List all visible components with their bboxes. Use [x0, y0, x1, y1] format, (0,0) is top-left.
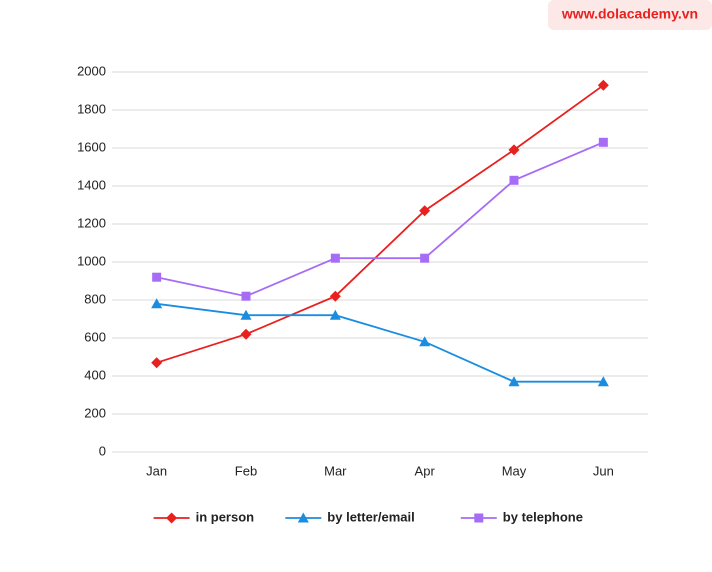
series-line — [156, 302, 604, 383]
legend-marker — [474, 513, 484, 523]
legend-label: in person — [196, 509, 255, 524]
y-tick-label: 1000 — [77, 253, 106, 268]
data-point — [420, 253, 430, 263]
x-tick-label: Jan — [146, 463, 167, 478]
x-tick-label: Apr — [415, 463, 436, 478]
x-tick-label: Feb — [235, 463, 257, 478]
data-point — [509, 175, 519, 185]
data-point — [151, 357, 163, 369]
data-point — [240, 309, 252, 320]
legend-marker — [297, 512, 309, 523]
x-tick-label: May — [502, 463, 527, 478]
x-tick-label: Jun — [593, 463, 614, 478]
y-tick-label: 600 — [84, 329, 106, 344]
data-point — [597, 376, 609, 387]
data-point — [597, 79, 609, 91]
legend-label: by letter/email — [327, 509, 414, 524]
data-point — [598, 137, 608, 147]
data-point — [329, 290, 341, 302]
y-tick-label: 800 — [84, 291, 106, 306]
x-tick-label: Mar — [324, 463, 347, 478]
data-point — [330, 253, 340, 263]
series-line — [156, 141, 604, 298]
data-point — [151, 298, 163, 309]
y-tick-label: 1200 — [77, 215, 106, 230]
data-point — [241, 291, 251, 301]
y-tick-label: 200 — [84, 405, 106, 420]
data-point — [419, 336, 431, 347]
y-tick-label: 1800 — [77, 101, 106, 116]
source-badge — [548, 0, 712, 30]
y-tick-label: 1600 — [77, 139, 106, 154]
data-point — [419, 205, 431, 217]
y-tick-label: 2000 — [77, 63, 106, 78]
legend-label: by telephone — [503, 509, 583, 524]
data-point — [152, 272, 162, 282]
legend-marker — [166, 512, 178, 524]
series-line — [156, 84, 604, 364]
data-point — [240, 328, 252, 340]
y-tick-label: 400 — [84, 367, 106, 382]
data-point — [329, 309, 341, 320]
data-point — [508, 376, 520, 387]
y-tick-label: 0 — [99, 443, 106, 458]
source-text: www.dolacademy.vn — [561, 6, 698, 22]
data-point — [508, 144, 520, 156]
y-tick-label: 1400 — [77, 177, 106, 192]
